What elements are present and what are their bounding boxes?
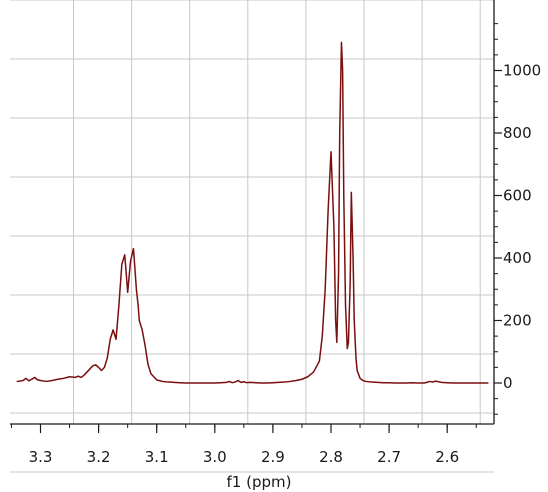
x-tick-label: 2.9 bbox=[261, 448, 285, 466]
y-axis: 0 200 400 600 800 1000 bbox=[493, 0, 541, 424]
y-tick-label: 1000 bbox=[503, 62, 541, 80]
grid bbox=[10, 0, 494, 473]
x-axis: 3.3 3.2 3.1 3.0 2.9 2.8 2.7 2.6 bbox=[10, 423, 494, 466]
x-tick-label: 3.2 bbox=[87, 448, 111, 466]
x-tick-label: 2.6 bbox=[435, 448, 459, 466]
x-tick-label: 2.8 bbox=[319, 448, 343, 466]
x-tick-label: 3.1 bbox=[145, 448, 169, 466]
x-tick-label: 3.3 bbox=[29, 448, 53, 466]
y-tick-label: 200 bbox=[503, 312, 532, 330]
x-axis-title: f1 (ppm) bbox=[227, 473, 292, 491]
y-tick-label: 600 bbox=[503, 187, 532, 205]
x-tick-label: 2.7 bbox=[377, 448, 401, 466]
y-tick-label: 400 bbox=[503, 249, 532, 267]
x-tick-label: 3.0 bbox=[203, 448, 227, 466]
spectrum-line bbox=[16, 41, 489, 384]
y-tick-label: 800 bbox=[503, 124, 532, 142]
y-tick-label: 0 bbox=[503, 374, 513, 392]
